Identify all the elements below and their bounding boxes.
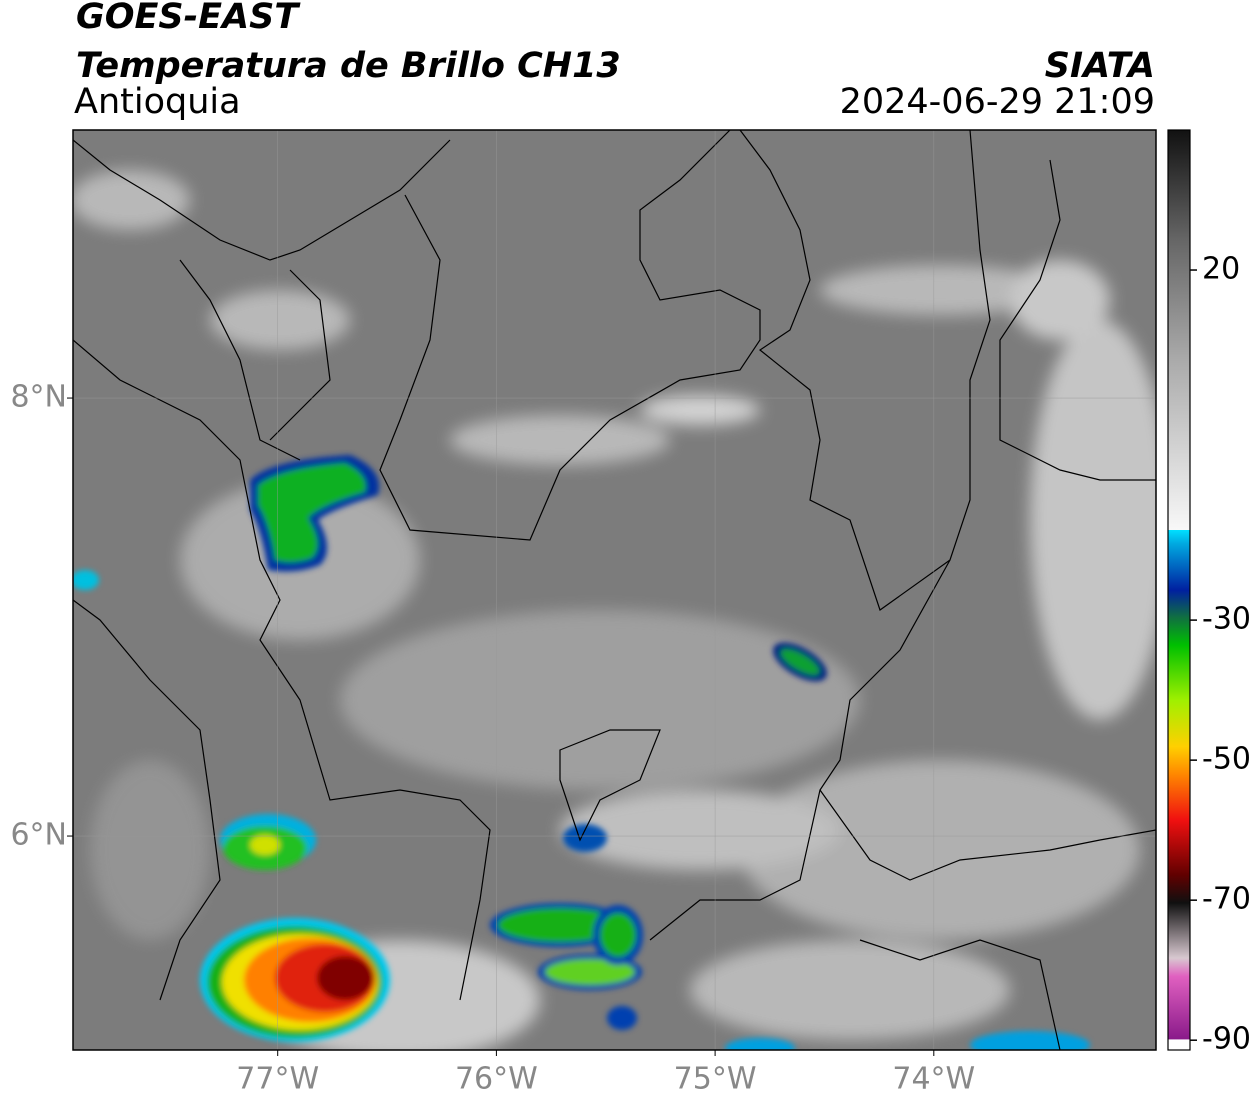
x-tick-label: 76°W [455, 1062, 538, 1097]
x-tick-label: 77°W [236, 1062, 319, 1097]
colorbar-tick-label: -90 [1202, 1022, 1251, 1057]
y-tick-label: 6°N [10, 818, 67, 853]
subtitle: Temperatura de Brillo CH13 [76, 46, 621, 86]
boundaries [73, 130, 1156, 1050]
source: SIATA [1045, 46, 1155, 86]
colorbar-tick-label: 20 [1202, 252, 1240, 287]
storm-cells [73, 455, 1090, 1050]
map-frame [72, 129, 1157, 1051]
region: Antioquia [74, 82, 241, 122]
datetime: 2024-06-29 21:09 [840, 82, 1155, 122]
satellite-image [73, 130, 1156, 1050]
title: GOES-EAST [76, 0, 301, 37]
colorbar-tick-label: -50 [1202, 742, 1251, 777]
y-tick-label: 8°N [10, 380, 67, 415]
x-tick-label: 75°W [674, 1062, 757, 1097]
colorbar-tick-label: -30 [1202, 602, 1251, 637]
colorbar-tick-label: -70 [1202, 882, 1251, 917]
colorbar [1167, 129, 1191, 1051]
graticule [73, 130, 1156, 1050]
x-tick-label: 74°W [892, 1062, 975, 1097]
